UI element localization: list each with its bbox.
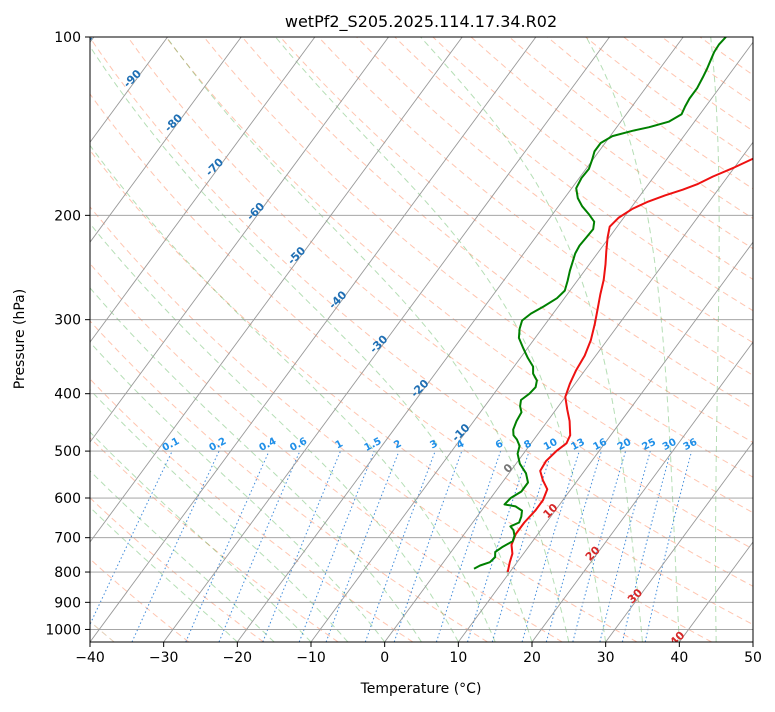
x-tick-label: 10 bbox=[449, 650, 467, 666]
x-tick-label: 0 bbox=[380, 650, 389, 666]
y-axis-label: Pressure (hPa) bbox=[12, 289, 28, 389]
x-tick-label: 40 bbox=[670, 650, 688, 666]
y-tick-label: 400 bbox=[54, 387, 81, 403]
x-tick-label: 50 bbox=[744, 650, 762, 666]
y-tick-label: 800 bbox=[54, 565, 81, 581]
x-tick-label: −10 bbox=[296, 650, 326, 666]
x-tick-label: −40 bbox=[75, 650, 105, 666]
y-tick-label: 1000 bbox=[45, 622, 81, 638]
y-tick-label: 700 bbox=[54, 531, 81, 547]
x-tick-label: 20 bbox=[523, 650, 541, 666]
y-tick-label: 600 bbox=[54, 491, 81, 507]
y-tick-label: 500 bbox=[54, 444, 81, 460]
x-axis-label: Temperature (°C) bbox=[360, 681, 482, 697]
x-tick-label: 30 bbox=[597, 650, 615, 666]
x-tick-label: −30 bbox=[149, 650, 179, 666]
x-tick-label: −20 bbox=[223, 650, 253, 666]
y-tick-label: 900 bbox=[54, 595, 81, 611]
y-tick-label: 200 bbox=[54, 208, 81, 224]
chart-title: wetPf2_S205.2025.114.17.34.R02 bbox=[285, 12, 557, 32]
y-tick-label: 300 bbox=[54, 313, 81, 329]
y-tick-label: 100 bbox=[54, 30, 81, 46]
